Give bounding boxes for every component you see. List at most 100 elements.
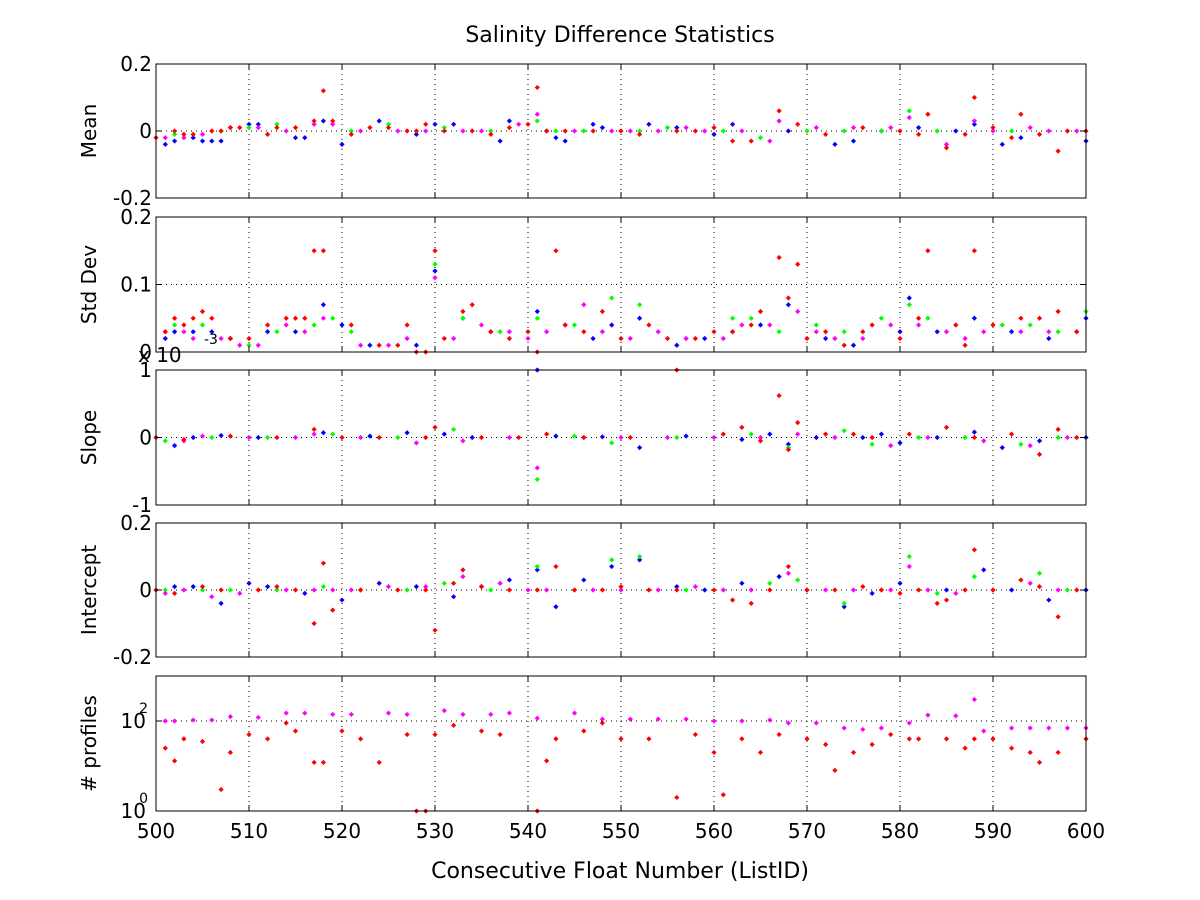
data-point [302,590,308,596]
data-point [776,393,782,399]
data-point [683,587,689,593]
data-point [869,590,875,596]
data-point [227,125,233,131]
data-point [497,580,503,586]
data-point [283,710,289,716]
data-point [1036,451,1043,457]
data-point [953,322,959,328]
data-point [683,433,689,439]
data-point [850,138,857,144]
data-point [1055,434,1061,441]
data-point [785,447,791,453]
data-point [888,587,894,593]
data-point [971,315,977,321]
series-2-0 [172,367,1089,451]
data-point [1036,131,1043,137]
data-point [637,131,643,137]
data-point [646,736,652,742]
series-3-3 [153,547,1080,633]
data-point [172,329,178,335]
data-point [609,295,615,301]
data-point [925,111,931,117]
data-point [1046,597,1052,603]
data-point [265,131,271,137]
data-point [664,125,671,131]
data-point [906,108,912,114]
data-point [683,335,689,342]
data-point [841,725,847,731]
data-point [618,128,624,134]
data-point [172,138,178,144]
data-point [832,587,838,593]
data-point [646,587,652,593]
y-tick-exponent: 0 [139,791,148,807]
data-point [767,138,773,144]
data-point [999,445,1005,451]
data-point [534,465,540,471]
data-point [506,118,512,124]
data-point [664,335,671,342]
data-point [878,128,884,134]
data-point [320,118,326,124]
data-point [330,315,336,321]
data-point [841,128,847,134]
data-point [506,577,512,583]
data-point [385,125,392,131]
data-point [181,587,187,593]
series-3-0 [172,557,1089,610]
data-point [358,342,364,348]
data-point [348,131,354,137]
data-point [209,138,215,144]
data-point [172,758,178,764]
data-point [404,587,410,593]
data-point [190,135,196,141]
data-point [348,322,354,328]
data-point [813,125,819,131]
data-point [320,248,326,254]
data-point [506,125,512,131]
data-point [432,275,438,281]
data-point [627,335,633,342]
data-point [571,433,578,439]
data-point [906,295,912,301]
data-point [246,731,252,738]
data-point [730,138,736,144]
data-point [488,329,494,335]
data-point [1018,111,1024,117]
data-point [237,590,243,596]
data-point [181,322,187,328]
data-point [943,145,950,151]
data-point [795,577,801,583]
data-point [850,342,857,348]
data-point [348,587,354,593]
data-point [720,128,726,134]
data-point [692,128,698,134]
data-point [553,563,559,570]
data-point [320,88,326,94]
data-point [702,335,708,342]
data-point [478,584,485,590]
data-point [218,587,224,593]
data-point [553,128,559,134]
data-point [181,135,187,141]
data-point [330,431,336,437]
data-point [720,792,726,798]
y-tick-label: 10 [121,709,146,733]
data-point [1018,329,1024,335]
data-point [916,315,922,321]
data-point [302,329,308,335]
data-point [1036,570,1043,576]
data-point [506,434,512,441]
data-point [637,315,643,321]
data-point [199,322,206,328]
data-point [971,547,977,553]
data-point [302,315,308,321]
data-point [990,128,996,134]
data-point [720,431,726,437]
data-point [348,128,354,134]
data-point [739,718,745,724]
data-point [1009,745,1015,751]
x-tick-label: 580 [881,819,919,843]
